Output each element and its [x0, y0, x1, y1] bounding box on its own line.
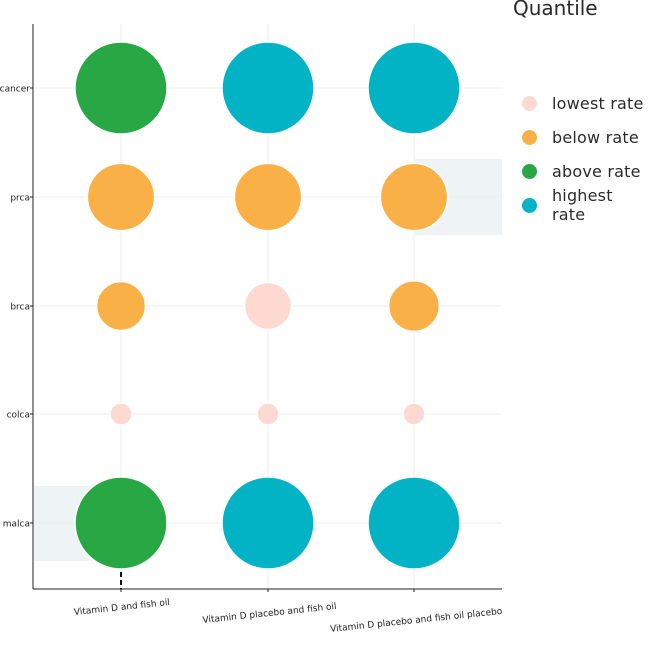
bubble-point: [221, 476, 315, 570]
legend-title: Quantile: [513, 0, 598, 20]
legend-label: highest rate: [551, 186, 613, 224]
legend-swatch: [522, 197, 537, 213]
y-tick-label: cancer: [0, 85, 30, 95]
bubble-point: [74, 476, 168, 570]
x-tick-label: Vitamin D placebo and fish oil placebo: [330, 607, 504, 635]
legend-swatch: [522, 129, 537, 145]
bubble-point: [221, 41, 315, 135]
legend-item: below rate: [522, 120, 651, 154]
legend-item: lowest rate: [522, 86, 651, 120]
legend-label: below rate: [552, 127, 639, 147]
bubble-point: [95, 280, 147, 332]
y-tick-label: colca: [7, 411, 30, 421]
bubble-point: [367, 41, 461, 135]
bubble-point: [233, 162, 303, 232]
legend: lowest rate below rate above rate highest r…: [522, 86, 651, 224]
bubble-point: [243, 281, 293, 331]
legend-item: highest rate: [522, 186, 651, 224]
bubble-point: [109, 402, 133, 426]
bubble-point: [402, 402, 426, 426]
legend-item: above rate: [522, 154, 651, 188]
legend-swatch: [522, 95, 537, 111]
bubble-point: [387, 279, 441, 333]
y-tick-label: brca: [10, 303, 30, 313]
legend-label: above rate: [552, 161, 641, 181]
legend-swatch: [522, 163, 537, 179]
bubble-point: [367, 476, 461, 570]
y-tick-label: prca: [10, 194, 30, 204]
bubble-point: [256, 402, 280, 426]
x-tick-label: Vitamin D placebo and fish oil: [202, 602, 337, 626]
legend-label: lowest rate: [552, 93, 644, 113]
y-tick-label: malca: [3, 520, 30, 530]
bubble-point: [379, 162, 449, 232]
x-tick-label: Vitamin D and fish oil: [74, 598, 171, 618]
bubble-point: [86, 162, 156, 232]
bubble-point: [74, 41, 168, 135]
